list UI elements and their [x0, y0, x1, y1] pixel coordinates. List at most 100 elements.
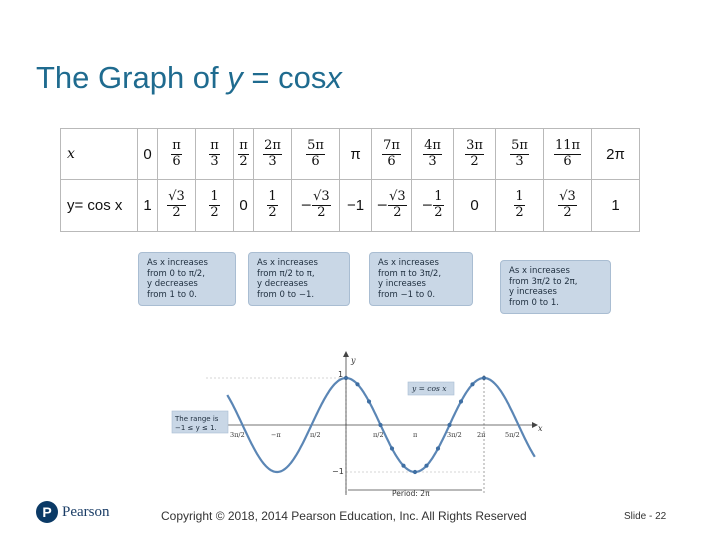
denominator: 2 — [172, 205, 181, 220]
curve-label-box — [407, 381, 455, 396]
y-value-cell: − √3 2 — [371, 179, 412, 232]
callout-line: As x increases — [378, 258, 439, 268]
x-value-cell: 4π 3 — [411, 128, 454, 180]
cell-value: −1 — [346, 197, 365, 214]
fraction: √3 2 — [167, 189, 186, 221]
logo-text: Pearson — [62, 503, 110, 520]
x-tick-pi-2: π/2 — [373, 431, 384, 439]
numerator: 11π — [553, 137, 582, 155]
callout-third-quarter: As x increases from π to 3π/2, y increas… — [369, 252, 473, 307]
cell-value: 2π — [606, 145, 625, 163]
numerator: √3 — [558, 189, 577, 206]
denominator: 3 — [428, 153, 437, 169]
denominator: 2 — [563, 205, 572, 220]
x-value-cell: 2π — [591, 128, 640, 180]
curve-point — [412, 469, 418, 475]
x-tick-3pi-2: 3π/2 — [447, 431, 462, 439]
denominator: 2 — [393, 205, 402, 220]
y-tick-neg1: −1 — [332, 467, 344, 476]
callout-line: from 0 to 1. — [509, 297, 559, 308]
x-tick-neg-pi-2: π/2 — [310, 431, 321, 439]
pearson-logo: P Pearson — [36, 501, 110, 523]
denominator: 2 — [515, 205, 524, 220]
denominator: 2 — [210, 205, 219, 220]
denominator: 6 — [387, 153, 396, 169]
numerator: 2π — [263, 137, 282, 155]
x-tick-neg-pi: −π — [271, 431, 281, 439]
numerator: π — [209, 137, 220, 155]
denominator: 3 — [268, 153, 277, 169]
numerator: 4π — [423, 137, 442, 155]
numerator: 5π — [306, 137, 325, 155]
fraction: 5π 6 — [306, 137, 325, 170]
x-value-cell: 2π 3 — [253, 128, 292, 180]
callout-line: from 0 to π/2, — [147, 268, 205, 279]
y-value-cell: −1 — [339, 179, 372, 232]
denominator: 6 — [563, 153, 572, 169]
callout-line: As x increases — [509, 266, 570, 276]
fraction: √3 2 — [558, 189, 577, 221]
denominator: 3 — [515, 153, 524, 169]
denominator: 2 — [268, 205, 277, 220]
x-value-cell: 0 — [137, 128, 158, 180]
curve-points — [343, 375, 487, 475]
callout-first-quarter: As x increases from 0 to π/2, y decrease… — [138, 252, 236, 307]
callout-line: from π to 3π/2, — [378, 268, 442, 279]
x-value-cell: 11π 6 — [543, 128, 592, 180]
numerator: 5π — [510, 137, 529, 155]
denominator: 2 — [434, 205, 443, 220]
minus-sign: − — [421, 197, 434, 214]
numerator: 3π — [465, 137, 484, 155]
fraction: 4π 3 — [423, 137, 442, 170]
denominator: 6 — [311, 153, 320, 169]
fraction: 11π 6 — [553, 137, 582, 170]
range-note-line-1: The range is — [174, 415, 219, 423]
curve-point — [424, 463, 429, 468]
fraction: √3 2 — [312, 189, 331, 221]
callout-fourth-quarter: As x increases from 3π/2 to 2π, y increa… — [500, 260, 611, 315]
curve-point — [401, 463, 406, 468]
minus-sign: − — [300, 197, 313, 214]
curve-point — [481, 375, 487, 381]
denominator: 2 — [239, 153, 248, 169]
table-row: y= cos x 1 √3 2 1 2 0 1 2− √3 2 −1− √3 2−1 2 0 1 2 √3 2 1 — [60, 179, 640, 232]
y-value-cell: − √3 2 — [291, 179, 340, 232]
callout-line: from 3π/2 to 2π, — [509, 276, 578, 287]
curve-label: y = cos x — [411, 384, 447, 393]
cell-value: 1 — [143, 197, 152, 214]
x-value-cell: 5π 6 — [291, 128, 340, 180]
callout-line: y decreases — [257, 279, 308, 290]
x-tick-2pi: 2π — [477, 431, 486, 439]
x-axis-label: x — [538, 424, 543, 433]
callout-line: from π/2 to π, — [257, 268, 315, 279]
callout-line: As x increases — [147, 258, 208, 268]
cell-value: 0 — [470, 197, 479, 214]
cell-value: π — [350, 145, 361, 163]
numerator: 1 — [209, 189, 220, 206]
numerator: √3 — [312, 189, 331, 206]
x-value-cell: 5π 3 — [495, 128, 544, 180]
y-axis-arrow — [343, 351, 349, 357]
callout-line: from 0 to −1. — [257, 289, 315, 300]
denominator: 2 — [470, 153, 479, 169]
cell-value: 1 — [611, 197, 620, 214]
y-value-cell: 0 — [453, 179, 496, 232]
row-label-y: y= cos x — [60, 179, 138, 232]
fraction: √3 2 — [388, 189, 407, 221]
curve-point — [389, 446, 395, 451]
x-tick-5pi-2: 5π/2 — [505, 431, 520, 439]
callout-line: y decreases — [147, 279, 198, 290]
row-label-x: x — [60, 128, 138, 180]
cell-value: 0 — [239, 197, 248, 214]
fraction: 2π 3 — [263, 137, 282, 170]
cosine-graph: y x 1 −1 y = cos x The range is −1 ≤ y ≤… — [171, 351, 543, 498]
y-axis-label: y — [350, 356, 356, 365]
x-tick-neg-3pi-2: 3π/2 — [230, 431, 245, 439]
curve-point — [435, 446, 441, 451]
numerator: 1 — [267, 189, 278, 206]
denominator: 3 — [210, 153, 219, 169]
